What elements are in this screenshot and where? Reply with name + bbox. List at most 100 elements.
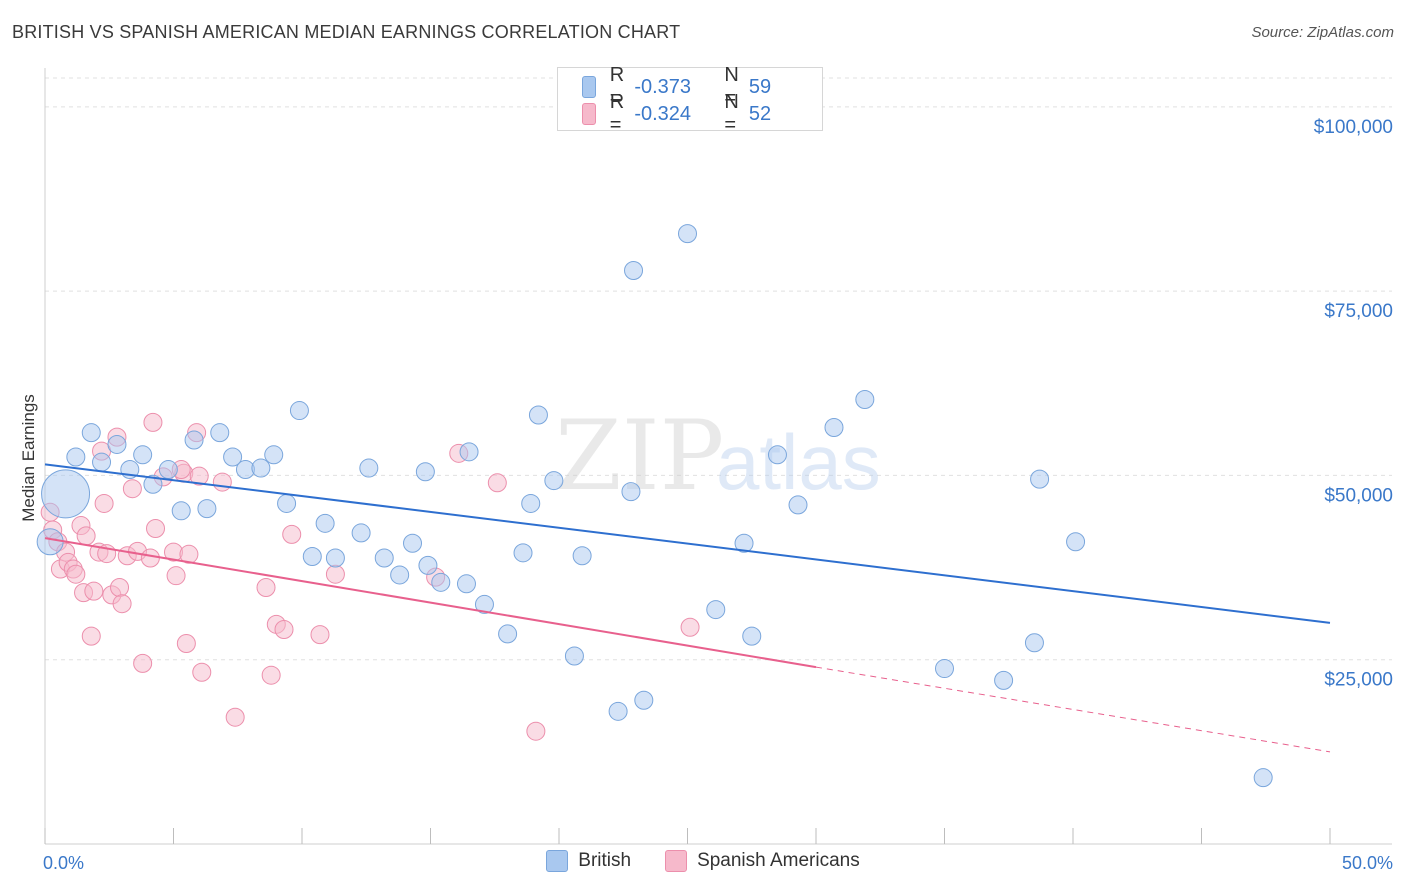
- british-point: [390, 565, 410, 585]
- watermark: ZIP atlas: [555, 400, 881, 512]
- british-point: [459, 442, 479, 462]
- british-points: [36, 224, 1273, 788]
- legend-row-british: R = -0.373 N = 59: [582, 64, 829, 109]
- spanish-point: [212, 472, 232, 492]
- british-point: [403, 533, 423, 553]
- watermark-atlas: atlas: [716, 418, 881, 506]
- spanish-point: [274, 619, 294, 639]
- british-point: [315, 513, 335, 533]
- legend-r-label: R =: [609, 64, 625, 109]
- british-point: [431, 572, 451, 592]
- spanish-point: [81, 626, 101, 646]
- spanish-point: [487, 473, 507, 493]
- british-point: [621, 482, 641, 502]
- x-tick-label-min: 0.0%: [43, 853, 84, 873]
- spanish-point: [166, 566, 186, 586]
- british-point: [264, 445, 284, 465]
- spanish-point: [84, 581, 104, 601]
- spanish-swatch: [665, 850, 688, 872]
- british-point: [528, 405, 548, 425]
- spanish-point: [680, 617, 700, 637]
- legend-n-value: 52: [748, 102, 772, 125]
- british-point: [742, 626, 762, 646]
- spanish-point: [66, 564, 86, 584]
- british-point: [994, 670, 1014, 690]
- british-point: [359, 458, 379, 478]
- british-point: [81, 423, 101, 443]
- british-swatch: [546, 850, 569, 872]
- spanish-american-points: [40, 412, 700, 741]
- legend-n-value: 59: [748, 75, 772, 98]
- spanish-point: [133, 653, 153, 673]
- british-point: [474, 594, 494, 614]
- y-tick-labels: $25,000 $50,000 $75,000 $100,000: [1314, 117, 1393, 691]
- legend-item-spanish: Spanish Americans: [665, 850, 860, 872]
- british-point: [210, 423, 230, 443]
- british-point: [66, 447, 86, 467]
- british-point: [171, 501, 191, 521]
- british-point: [1253, 768, 1273, 788]
- british-point: [36, 528, 64, 556]
- british-point: [456, 574, 476, 594]
- british-point: [184, 430, 204, 450]
- trend-lines: [44, 463, 1331, 753]
- x-tick-labels: 0.0% 50.0%: [43, 853, 1393, 873]
- british-point: [251, 458, 271, 478]
- british-point: [277, 493, 297, 513]
- british-point: [41, 469, 91, 519]
- british-point: [1066, 532, 1086, 552]
- british-point: [824, 418, 844, 438]
- spanish-point: [282, 524, 302, 544]
- british-point: [767, 445, 787, 465]
- spanish-swatch: [582, 103, 596, 125]
- british-point: [158, 460, 178, 480]
- british-point: [415, 462, 435, 482]
- british-point: [513, 543, 533, 563]
- british-point: [289, 401, 309, 421]
- legend-r-label: R =: [609, 91, 625, 136]
- spanish-point: [192, 662, 212, 682]
- british-point: [935, 659, 954, 679]
- spanish-point: [122, 479, 142, 499]
- series-legend: British Spanish Americans: [0, 850, 1406, 872]
- legend-item-british: British: [546, 850, 631, 872]
- british-point: [788, 495, 808, 515]
- spanish-point: [143, 412, 163, 432]
- british-point: [351, 523, 371, 543]
- spanish-point: [110, 577, 130, 597]
- british-point: [678, 224, 697, 244]
- british-point: [1030, 469, 1050, 489]
- british-point: [1024, 633, 1044, 653]
- legend-row-spanish: R = -0.324 N = 52: [582, 91, 829, 136]
- spanish-point: [146, 519, 166, 539]
- british-point: [133, 445, 153, 465]
- british-point: [572, 546, 592, 566]
- spanish-point: [310, 625, 330, 645]
- x-tick-label-max: 50.0%: [1342, 853, 1393, 873]
- british-point: [107, 434, 127, 454]
- legend: R = -0.373 N = 59 R = -0.324 N = 52: [557, 64, 823, 136]
- spanish-point: [112, 594, 132, 614]
- legend-r-value: -0.324: [634, 102, 692, 125]
- british-swatch: [582, 76, 596, 98]
- y-tick-label: $100,000: [1314, 117, 1393, 138]
- spanish-trend-extension: [815, 666, 1331, 753]
- spanish-point: [225, 707, 245, 727]
- y-tick-label: $50,000: [1324, 485, 1393, 506]
- spanish-point: [189, 466, 209, 486]
- british-point: [374, 548, 394, 568]
- spanish-point: [94, 493, 114, 513]
- spanish-trend-line: [44, 537, 817, 669]
- british-point: [624, 261, 644, 281]
- y-tick-label: $75,000: [1324, 301, 1393, 322]
- legend-r-value: -0.373: [634, 75, 692, 98]
- british-point: [608, 701, 628, 721]
- british-point: [734, 533, 754, 553]
- british-point: [223, 447, 243, 467]
- spanish-point: [140, 548, 160, 568]
- y-tick-label: $25,000: [1324, 670, 1393, 691]
- legend-n-label: N =: [724, 64, 739, 109]
- spanish-point: [325, 564, 345, 584]
- british-point: [521, 493, 541, 513]
